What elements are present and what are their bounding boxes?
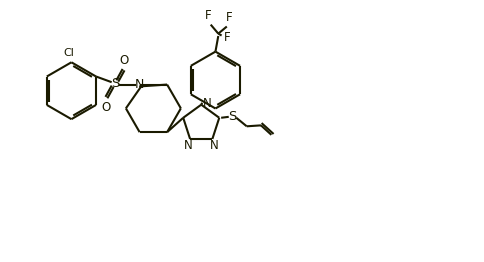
Text: Cl: Cl (63, 48, 75, 58)
Text: N: N (135, 78, 144, 91)
Text: N: N (203, 97, 212, 110)
Text: O: O (101, 101, 111, 114)
Text: O: O (120, 53, 129, 67)
Text: F: F (224, 31, 230, 44)
Text: S: S (111, 77, 119, 90)
Text: N: N (184, 139, 193, 152)
Text: S: S (228, 110, 237, 123)
Text: F: F (205, 9, 211, 22)
Text: F: F (227, 11, 233, 24)
Text: N: N (210, 139, 219, 152)
